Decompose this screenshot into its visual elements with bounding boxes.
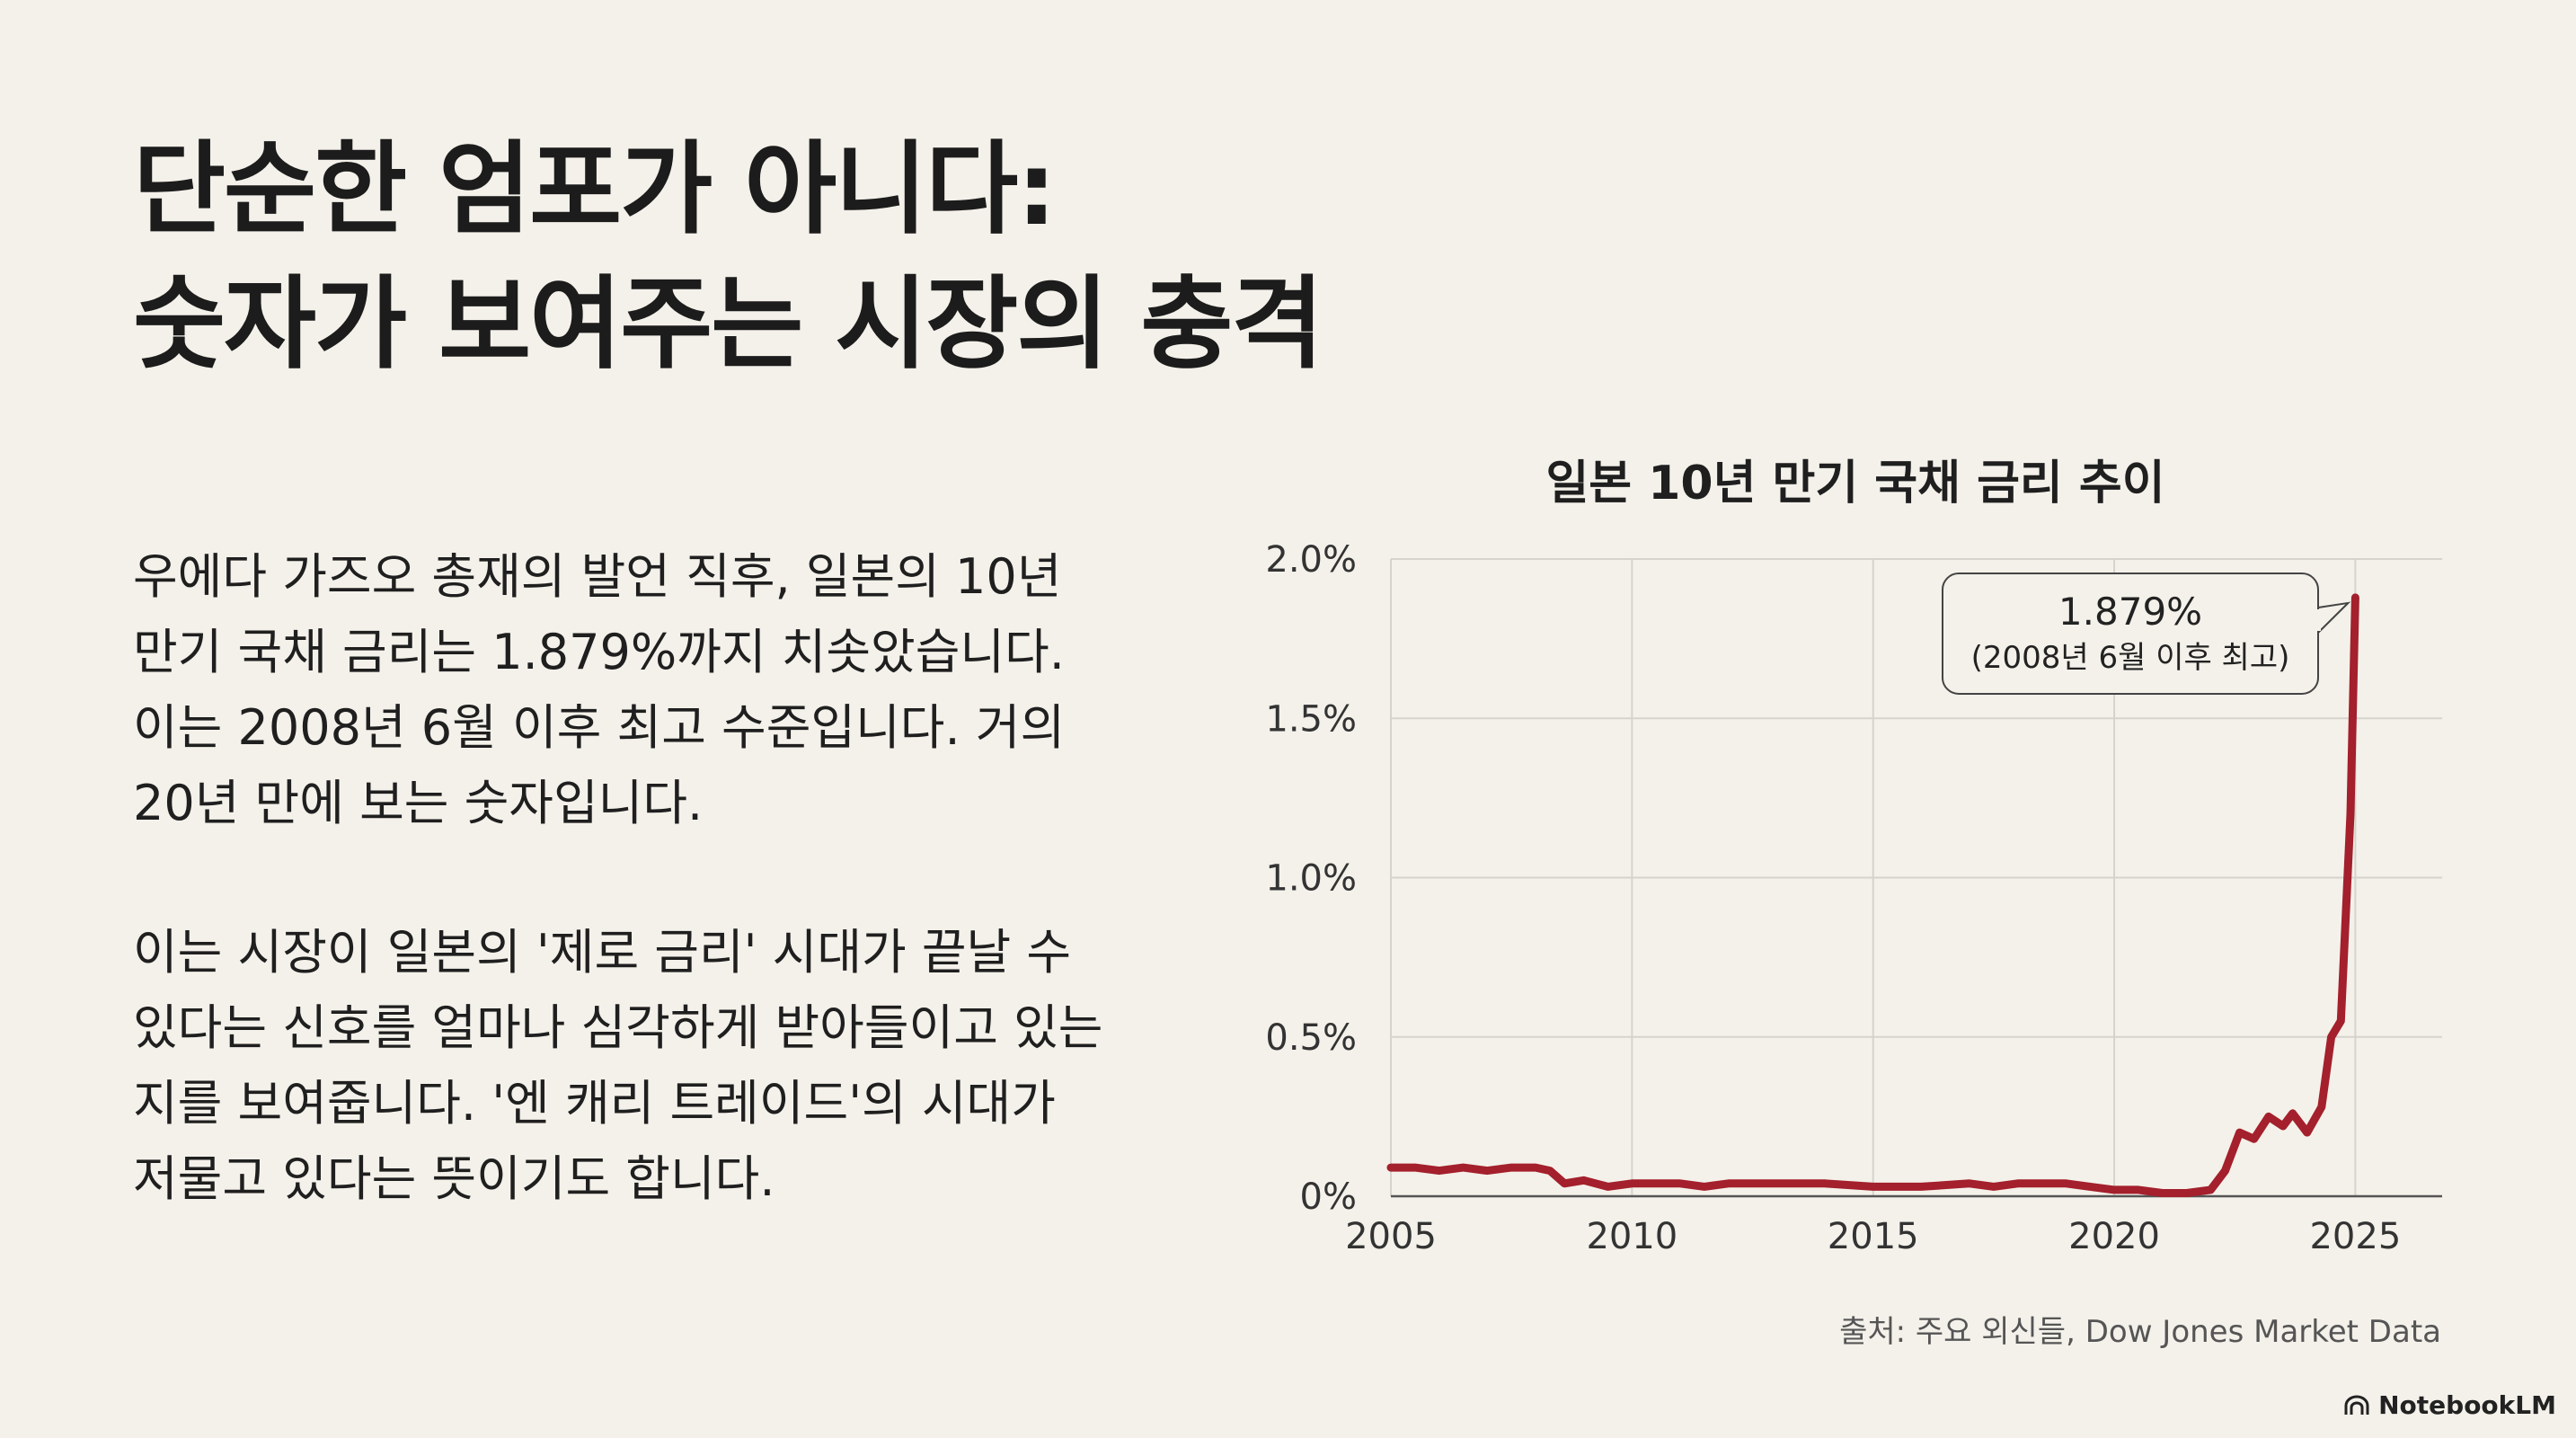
- brand-label: NotebookLM: [2378, 1390, 2556, 1420]
- y-tick-label: 2.0%: [1265, 539, 1357, 581]
- series-line: [1386, 593, 2359, 1197]
- page-title: 단순한 엄포가 아니다: 숫자가 보여주는 시장의 충격: [133, 122, 1323, 392]
- y-tick-label: 1.5%: [1265, 698, 1357, 740]
- rate-line-chart: 0% 0.5% 1.0% 1.5% 2.0% 2005 2010 2015 2020 2025 1.…: [1265, 539, 2442, 1257]
- notebooklm-icon: [2344, 1395, 2369, 1415]
- body-text: 우에다 가즈오 총재의 발언 직후, 일본의 10년 만기 국채 금리는 1.8…: [133, 539, 1112, 1291]
- x-tick-label: 2025: [2309, 1216, 2401, 1257]
- callout-box: [1942, 573, 2319, 695]
- title-line-2: 숫자가 보여주는 시장의 충격: [133, 266, 1323, 383]
- callout-pointer: [2317, 601, 2351, 634]
- callout-value: 1.879%: [2058, 590, 2202, 634]
- y-tick-label: 1.0%: [1265, 858, 1357, 900]
- x-tick-label: 2020: [2068, 1216, 2160, 1257]
- body-paragraph-2: 이는 시장이 일본의 '제로 금리' 시대가 끝날 수 있다는 신호를 얼마나 …: [133, 924, 1103, 1207]
- brand-logo: NotebookLM: [2342, 1390, 2556, 1420]
- y-tick-label: 0.5%: [1265, 1017, 1357, 1059]
- callout-joint: [2315, 609, 2321, 631]
- callout-note: (2008년 6월 이후 최고): [1971, 640, 2290, 676]
- x-tick-label: 2010: [1586, 1216, 1677, 1257]
- source-note: 출처: 주요 외신들, Dow Jones Market Data: [1839, 1314, 2441, 1350]
- title-line-1: 단순한 엄포가 아니다:: [133, 131, 1057, 248]
- y-tick-label: 0%: [1300, 1176, 1357, 1218]
- body-paragraph-1: 우에다 가즈오 총재의 발언 직후, 일본의 10년 만기 국채 금리는 1.8…: [133, 548, 1066, 831]
- chart-title: 일본 10년 만기 국채 금리 추이: [1545, 457, 2165, 510]
- x-tick-label: 2005: [1345, 1216, 1437, 1257]
- x-tick-label: 2015: [1828, 1216, 1919, 1257]
